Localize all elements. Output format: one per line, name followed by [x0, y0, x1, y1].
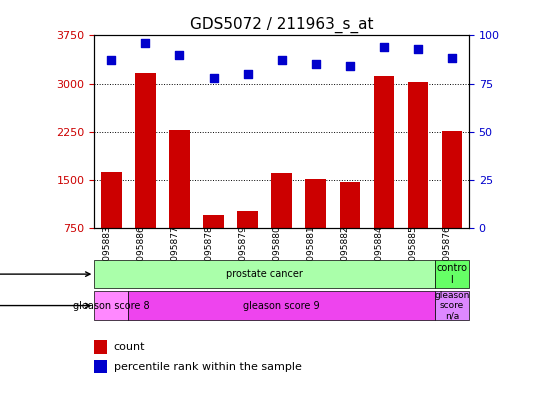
Point	[312, 61, 320, 67]
Point	[447, 55, 456, 62]
Bar	[94, 360, 107, 373]
Point	[278, 57, 286, 64]
Bar	[203, 215, 224, 228]
Point	[209, 75, 218, 81]
FancyBboxPatch shape	[94, 292, 128, 320]
Bar	[237, 211, 258, 228]
Bar	[374, 77, 394, 228]
Point	[107, 57, 116, 64]
Text: gleason score 8: gleason score 8	[73, 301, 150, 310]
Point	[379, 44, 388, 50]
Text: gleason score 9: gleason score 9	[243, 301, 320, 310]
Bar	[441, 131, 462, 228]
Bar	[101, 172, 122, 228]
Text: other: other	[0, 301, 90, 310]
FancyBboxPatch shape	[128, 292, 435, 320]
Point	[243, 71, 252, 77]
FancyBboxPatch shape	[435, 260, 469, 288]
Text: count: count	[114, 342, 145, 352]
Bar	[306, 179, 326, 228]
Text: prostate cancer: prostate cancer	[226, 269, 303, 279]
Bar	[272, 173, 292, 228]
Bar	[407, 82, 428, 228]
Point	[413, 46, 422, 52]
Point	[345, 63, 354, 69]
Bar	[135, 73, 156, 228]
Text: percentile rank within the sample: percentile rank within the sample	[114, 362, 302, 372]
Bar	[340, 182, 360, 228]
Title: GDS5072 / 211963_s_at: GDS5072 / 211963_s_at	[190, 17, 374, 33]
FancyBboxPatch shape	[435, 292, 469, 320]
Bar	[94, 340, 107, 354]
Text: disease state: disease state	[0, 269, 90, 279]
Text: contro
l: contro l	[437, 263, 467, 285]
Point	[175, 51, 184, 58]
FancyBboxPatch shape	[94, 260, 435, 288]
Text: gleason
score
n/a: gleason score n/a	[434, 291, 469, 320]
Bar	[169, 130, 190, 228]
Point	[141, 40, 150, 46]
